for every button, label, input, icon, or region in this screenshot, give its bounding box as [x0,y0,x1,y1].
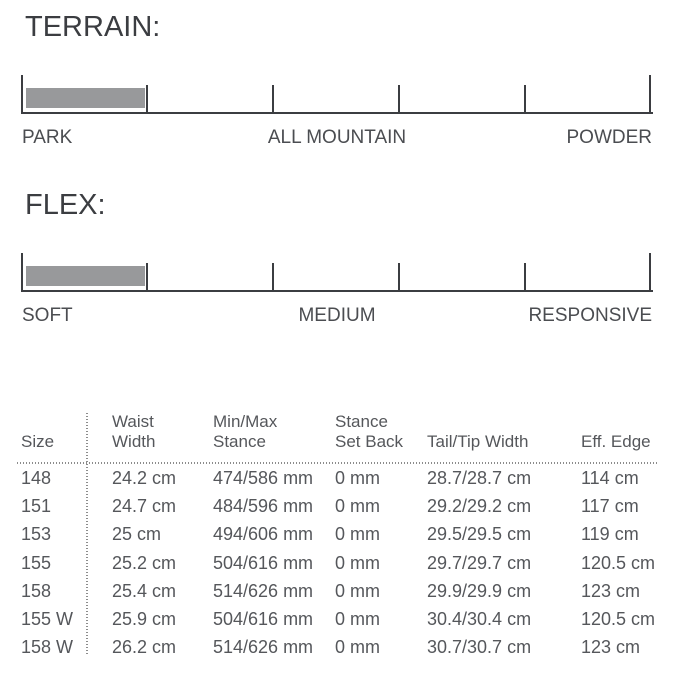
scale-tick [272,85,274,112]
table-cell: 155 W [21,609,74,630]
table-cell: 26.2 cm [112,637,177,658]
terrain-fill-bar [26,88,145,108]
scale-tick [524,85,526,112]
table-cell: 30.7/30.7 cm [427,637,532,658]
table-body: 148 24.2 cm 474/586 mm 0 mm 28.7/28.7 cm 114 … [17,464,657,662]
table-cell: 474/586 mm [213,467,314,488]
table-cell: 123 cm [581,580,641,601]
table-cell: 0 mm [335,467,380,488]
table-row: 151 24.7 cm 484/596 mm 0 mm 29.2/29.2 cm 117 … [17,492,657,520]
scale-tick [21,75,23,112]
flex-scale [21,253,653,292]
table-header-cell: Stance Set Back [335,412,404,451]
table-cell: 514/626 mm [213,580,314,601]
table-cell: 24.7 cm [112,495,177,516]
flex-label-soft: SOFT [22,305,73,326]
table-cell: 158 W [21,637,74,658]
table-cell: 504/616 mm [213,609,314,630]
scale-tick [649,75,651,112]
scale-tick [398,85,400,112]
flex-label-medium: MEDIUM [298,305,376,326]
table-cell: 29.5/29.5 cm [427,524,532,545]
table-cell: 153 [21,524,52,545]
flex-scale-labels: SOFT MEDIUM RESPONSIVE [21,305,653,327]
scale-tick [649,253,651,290]
table-cell: 494/606 mm [213,524,314,545]
table-cell: 148 [21,467,52,488]
terrain-section: TERRAIN: PARK ALL MOUNTAIN POWDER [0,0,680,178]
table-cell: 25.2 cm [112,552,177,573]
table-cell: 28.7/28.7 cm [427,467,532,488]
table-row: 158 W 26.2 cm 514/626 mm 0 mm 30.7/30.7 cm 12… [17,634,657,662]
table-header-row: Size Waist Width Min/Max Stance Stance Set … [17,410,657,462]
table-cell: 123 cm [581,637,641,658]
table-cell: 120.5 cm [581,552,656,573]
table-row: 153 25 cm 494/606 mm 0 mm 29.5/29.5 cm 119 cm [17,521,657,549]
scale-tick [398,263,400,290]
table-header-cell: Tail/Tip Width [427,432,529,451]
table-cell: 29.9/29.9 cm [427,580,532,601]
table-cell: 0 mm [335,524,380,545]
table-cell: 151 [21,495,52,516]
table-cell: 119 cm [581,524,639,545]
table-cell: 158 [21,580,52,601]
table-cell: 0 mm [335,580,380,601]
table-header-cell: Min/Max Stance [213,412,278,451]
table-cell: 114 cm [581,467,639,488]
scale-tick [524,263,526,290]
scale-tick [146,263,148,290]
table-cell: 0 mm [335,609,380,630]
terrain-title: TERRAIN: [25,11,161,43]
table-header-cell: Waist Width [112,412,156,451]
scale-tick [21,253,23,290]
flex-fill-bar [26,266,145,286]
flex-label-responsive: RESPONSIVE [528,305,652,326]
flex-section: FLEX: SOFT MEDIUM RESPONSIVE [0,178,680,356]
table-cell: 155 [21,552,52,573]
table-cell: 484/596 mm [213,495,314,516]
table-cell: 504/616 mm [213,552,314,573]
table-cell: 25.4 cm [112,580,177,601]
terrain-scale-labels: PARK ALL MOUNTAIN POWDER [21,127,653,149]
table-cell: 514/626 mm [213,637,314,658]
table-cell: 25.9 cm [112,609,177,630]
table-header-cell: Size [21,432,55,451]
table-cell: 0 mm [335,637,380,658]
table-cell: 120.5 cm [581,609,656,630]
table-cell: 29.2/29.2 cm [427,495,532,516]
table-row: 158 25.4 cm 514/626 mm 0 mm 29.9/29.9 cm 123 … [17,577,657,605]
table-header-cell: Eff. Edge [581,432,651,451]
table-header-divider [17,462,657,464]
table-cell: 0 mm [335,552,380,573]
terrain-label-all-mountain: ALL MOUNTAIN [267,127,407,148]
scale-tick [272,263,274,290]
terrain-label-park: PARK [22,127,73,148]
table-cell: 30.4/30.4 cm [427,609,532,630]
table-cell: 29.7/29.7 cm [427,552,532,573]
terrain-scale [21,75,653,114]
table-cell: 117 cm [581,495,639,516]
table-cell: 25 cm [112,524,162,545]
size-spec-table: Size Waist Width Min/Max Stance Stance Set … [17,410,657,662]
table-cell: 0 mm [335,495,380,516]
table-row: 155 25.2 cm 504/616 mm 0 mm 29.7/29.7 cm 120.… [17,549,657,577]
terrain-label-powder: POWDER [566,127,653,148]
table-row: 155 W 25.9 cm 504/616 mm 0 mm 30.4/30.4 cm 12… [17,605,657,633]
table-column-divider [86,413,88,655]
table-row: 148 24.2 cm 474/586 mm 0 mm 28.7/28.7 cm 114 … [17,464,657,492]
scale-tick [146,85,148,112]
table-cell: 24.2 cm [112,467,177,488]
flex-title: FLEX: [25,189,106,221]
